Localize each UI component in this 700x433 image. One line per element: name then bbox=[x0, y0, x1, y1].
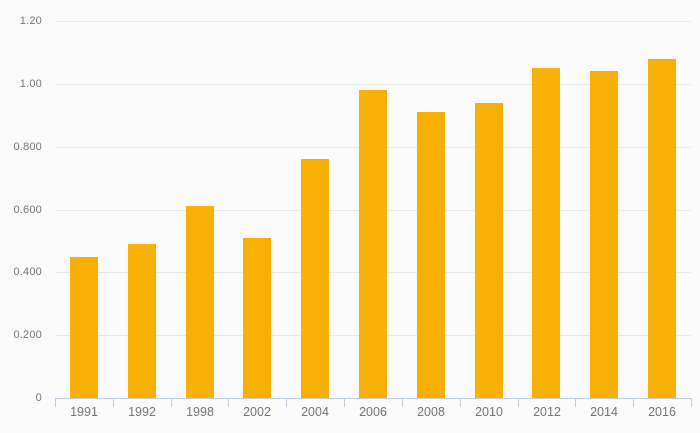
x-axis-label: 2006 bbox=[359, 405, 387, 419]
x-axis-tick bbox=[518, 398, 519, 407]
y-axis-label: 1.20 bbox=[19, 15, 42, 27]
x-axis-tick bbox=[575, 398, 576, 407]
bar-2014[interactable] bbox=[590, 71, 618, 398]
x-axis-label: 1998 bbox=[186, 405, 214, 419]
x-axis-label: 2004 bbox=[301, 405, 329, 419]
x-axis-label: 1992 bbox=[128, 405, 156, 419]
y-axis-label: 0.400 bbox=[13, 266, 42, 278]
bar-1992[interactable] bbox=[128, 244, 156, 398]
y-axis-label: 0.600 bbox=[13, 204, 42, 216]
gridline bbox=[55, 84, 691, 85]
bar-1991[interactable] bbox=[70, 257, 98, 398]
bar-2010[interactable] bbox=[475, 103, 503, 398]
plot-area bbox=[55, 21, 691, 398]
y-axis-label: 0.800 bbox=[13, 141, 42, 153]
x-axis-tick bbox=[171, 398, 172, 407]
bar-2016[interactable] bbox=[648, 59, 676, 398]
x-axis-tick bbox=[633, 398, 634, 407]
x-axis-label: 2002 bbox=[243, 405, 271, 419]
y-axis-label: 0 bbox=[35, 392, 42, 404]
x-axis-label: 1991 bbox=[70, 405, 98, 419]
x-axis-label: 2012 bbox=[533, 405, 561, 419]
x-axis-tick bbox=[402, 398, 403, 407]
bar-2008[interactable] bbox=[417, 112, 445, 398]
x-axis-tick bbox=[228, 398, 229, 407]
y-axis-label: 0.200 bbox=[13, 329, 42, 341]
bar-2002[interactable] bbox=[243, 238, 271, 398]
x-axis-tick bbox=[286, 398, 287, 407]
bar-2006[interactable] bbox=[359, 90, 387, 398]
x-axis-label: 2010 bbox=[475, 405, 503, 419]
bar-2012[interactable] bbox=[532, 68, 560, 398]
x-axis-tick bbox=[691, 398, 692, 407]
x-axis-tick bbox=[113, 398, 114, 407]
x-axis-line bbox=[55, 398, 692, 399]
x-axis-tick bbox=[344, 398, 345, 407]
gridline bbox=[55, 21, 691, 22]
bar-2004[interactable] bbox=[301, 159, 329, 398]
y-axis-label: 1.00 bbox=[19, 78, 42, 90]
x-axis-label: 2014 bbox=[590, 405, 618, 419]
x-axis-tick bbox=[55, 398, 56, 407]
x-axis-tick bbox=[460, 398, 461, 407]
x-axis-label: 2008 bbox=[417, 405, 445, 419]
x-axis-label: 2016 bbox=[648, 405, 676, 419]
bar-1998[interactable] bbox=[186, 206, 214, 398]
